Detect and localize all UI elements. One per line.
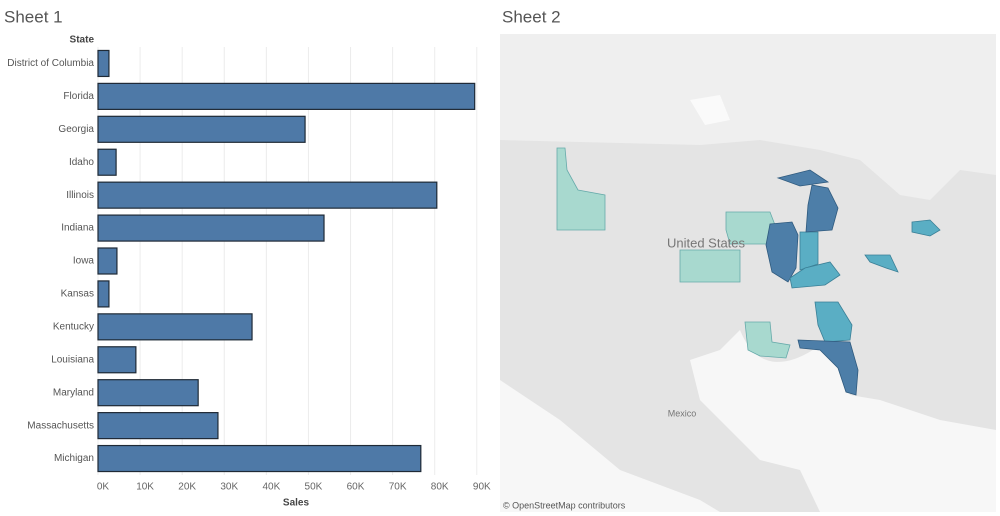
y-tick-label: Illinois (66, 190, 94, 201)
state-georgia[interactable] (814, 301, 853, 343)
bar[interactable] (97, 82, 476, 110)
canada-land (500, 34, 996, 200)
state-idaho[interactable] (556, 147, 606, 231)
x-axis-title: Sales (283, 498, 310, 509)
state-illinois[interactable] (765, 221, 799, 283)
x-tick-label: 50K (305, 482, 323, 493)
state-florida[interactable] (797, 339, 859, 396)
y-tick-label: District of Columbia (7, 58, 94, 69)
y-tick-label: Massachusetts (27, 420, 94, 431)
bar[interactable] (97, 280, 110, 308)
x-tick-label: 80K (431, 482, 449, 493)
bar[interactable] (97, 444, 422, 473)
map[interactable]: United States Mexico © OpenStreetMap con… (500, 34, 996, 512)
bar[interactable] (97, 313, 253, 341)
sheet-title: Sheet 2 (502, 7, 561, 26)
lake (690, 95, 730, 125)
y-tick-label: Maryland (53, 387, 94, 398)
y-tick-label: Florida (63, 91, 94, 102)
bar[interactable] (97, 412, 219, 440)
bar[interactable] (97, 148, 117, 176)
y-tick-label: Kentucky (53, 321, 94, 332)
bar[interactable] (97, 49, 110, 78)
x-tick-label: 0K (97, 482, 110, 493)
state-louisiana[interactable] (744, 321, 791, 359)
bar[interactable] (97, 214, 325, 242)
map-label: United States (667, 235, 746, 250)
bar[interactable] (97, 181, 438, 209)
x-tick-label: 70K (389, 482, 407, 493)
y-tick-label: Iowa (73, 256, 95, 267)
y-tick-label: Indiana (61, 223, 94, 234)
sheet-title: Sheet 1 (4, 7, 63, 26)
bar[interactable] (97, 379, 199, 407)
y-tick-label: Michigan (54, 453, 94, 464)
state-kentucky[interactable] (789, 261, 841, 289)
y-tick-label: Kansas (61, 289, 94, 300)
y-tick-label: Idaho (69, 157, 94, 168)
y-axis-title: State (70, 35, 95, 46)
bar[interactable] (97, 115, 306, 143)
y-tick-label: Georgia (58, 124, 94, 135)
bar[interactable] (97, 346, 137, 374)
state-indiana[interactable] (799, 231, 819, 271)
x-tick-label: 10K (136, 482, 154, 493)
bar-chart: 0K 10K 20K 30K 40K 50K 60K 70K 80K 90K District of… (7, 47, 491, 493)
x-tick-label: 20K (178, 482, 196, 493)
x-tick-label: 60K (347, 482, 365, 493)
state-maryland[interactable] (864, 254, 899, 273)
gulf-water (690, 330, 996, 512)
map-label: Mexico (668, 408, 697, 418)
state-massachusetts[interactable] (911, 219, 941, 237)
state-kansas[interactable] (679, 249, 741, 283)
bar[interactable] (97, 247, 118, 275)
state-michigan[interactable] (776, 169, 839, 233)
map-attribution: © OpenStreetMap contributors (503, 500, 626, 510)
x-tick-label: 30K (220, 482, 238, 493)
pacific-water (500, 380, 720, 512)
y-tick-label: Louisiana (51, 354, 94, 365)
x-tick-label: 90K (473, 482, 491, 493)
x-tick-label: 40K (262, 482, 280, 493)
